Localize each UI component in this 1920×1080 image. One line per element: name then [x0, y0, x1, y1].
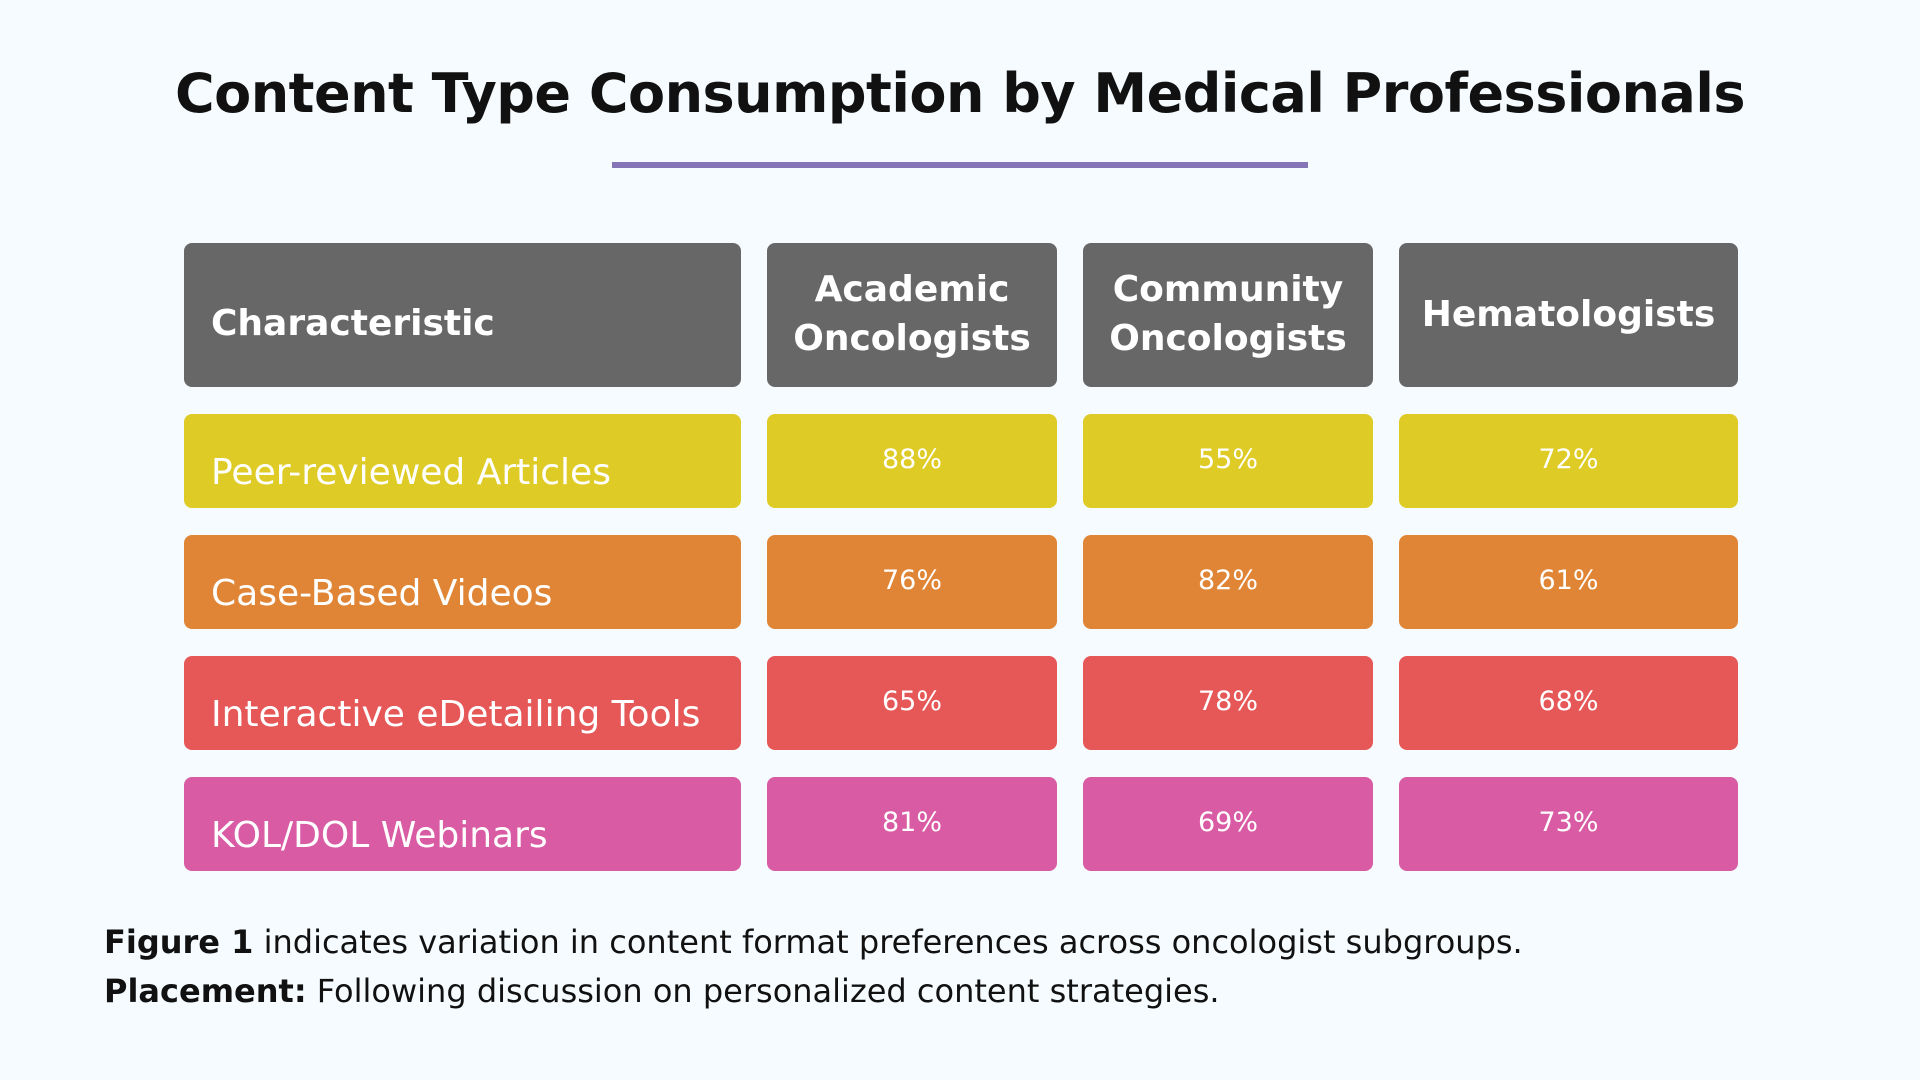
caption-figure-text: indicates variation in content format pr… — [253, 923, 1523, 961]
value-cell: 88% — [767, 414, 1057, 508]
row-label: Interactive eDetailing Tools — [184, 656, 741, 750]
value-cell: 65% — [767, 656, 1057, 750]
value-cell: 61% — [1399, 535, 1738, 629]
value-cell: 81% — [767, 777, 1057, 871]
column-header: Characteristic — [184, 243, 741, 387]
column-header: Hematologists — [1399, 243, 1738, 387]
value-cell: 76% — [767, 535, 1057, 629]
value-cell: 73% — [1399, 777, 1738, 871]
row-label: Case-Based Videos — [184, 535, 741, 629]
caption-figure-label: Figure 1 — [104, 923, 254, 961]
value-cell: 55% — [1083, 414, 1373, 508]
title-underline — [612, 162, 1308, 168]
value-cell: 78% — [1083, 656, 1373, 750]
caption-placement-label: Placement: — [104, 972, 307, 1010]
column-header: Academic Oncologists — [767, 243, 1057, 387]
chart-title: Content Type Consumption by Medical Prof… — [174, 62, 1746, 125]
value-cell: 69% — [1083, 777, 1373, 871]
value-cell: 72% — [1399, 414, 1738, 508]
row-label: KOL/DOL Webinars — [184, 777, 741, 871]
caption-placement-text: Following discussion on personalized con… — [306, 972, 1220, 1010]
row-label: Peer-reviewed Articles — [184, 414, 741, 508]
data-table: Characteristic Academic Oncologists Commun… — [184, 243, 1738, 873]
column-header: Community Oncologists — [1083, 243, 1373, 387]
value-cell: 68% — [1399, 656, 1738, 750]
value-cell: 82% — [1083, 535, 1373, 629]
caption-line-2: Placement: Following discussion on perso… — [104, 967, 1523, 1016]
figure-caption: Figure 1 indicates variation in content … — [104, 918, 1523, 1016]
caption-line-1: Figure 1 indicates variation in content … — [104, 918, 1523, 967]
